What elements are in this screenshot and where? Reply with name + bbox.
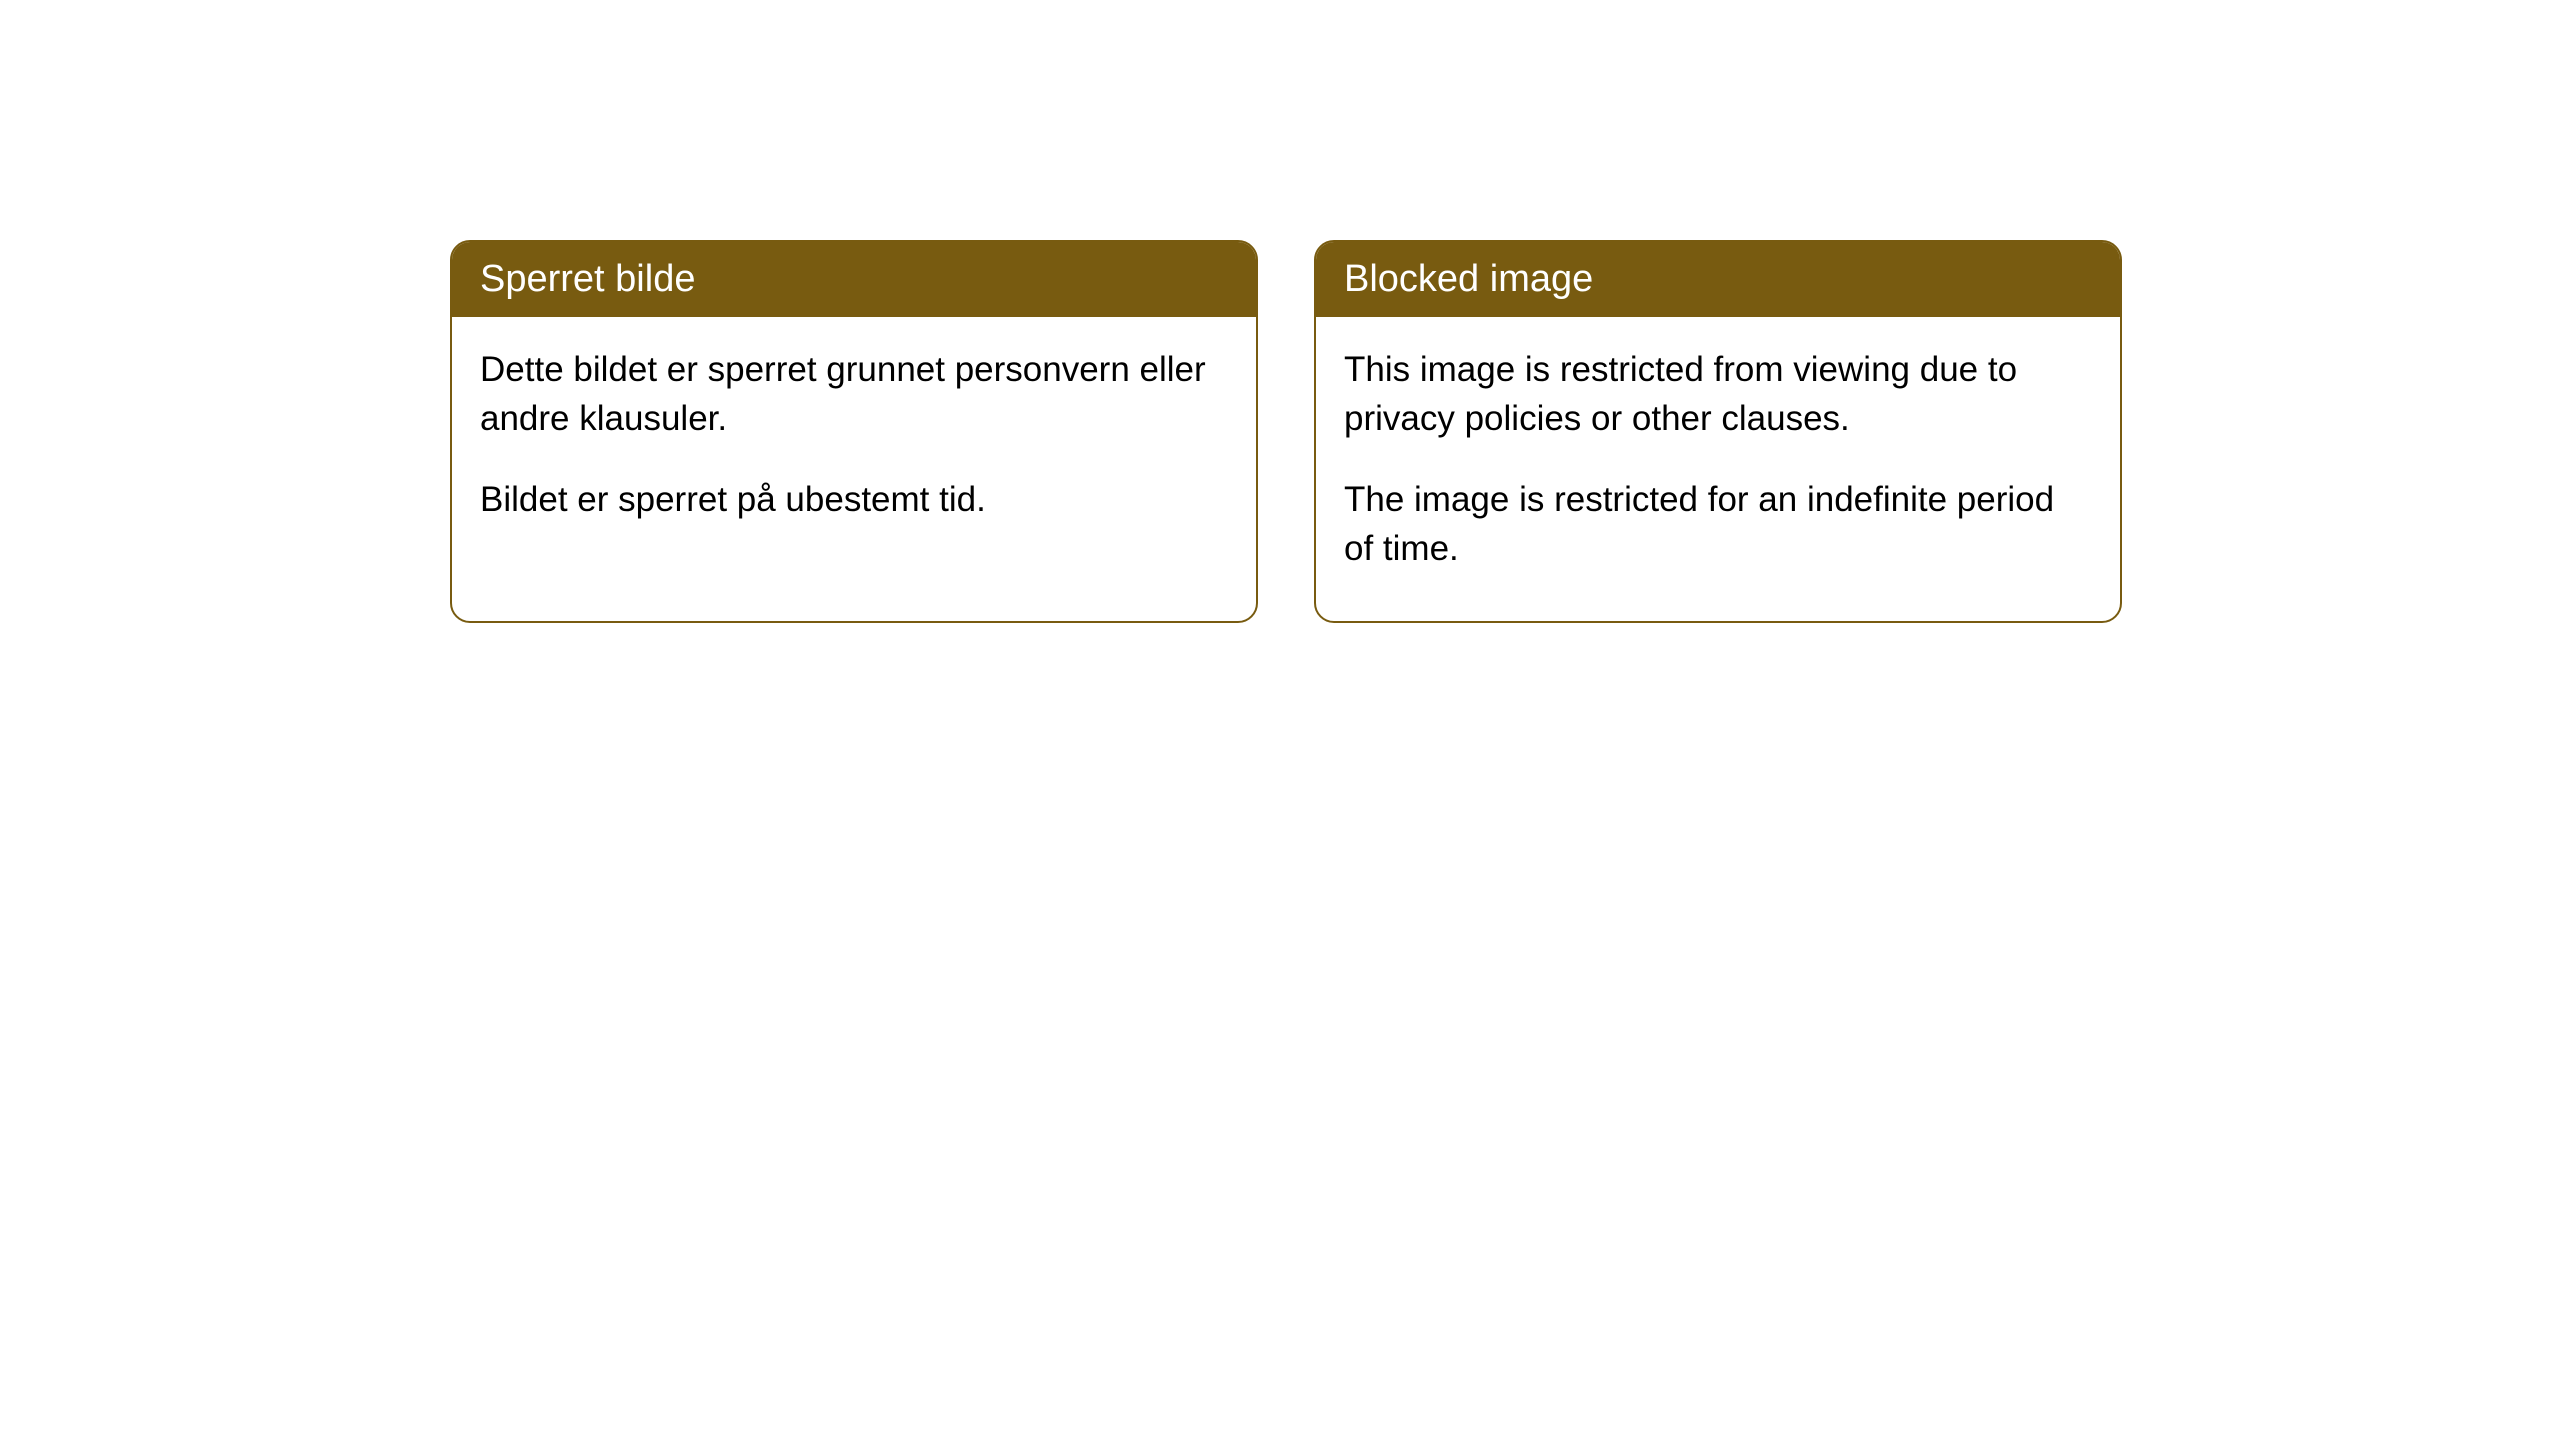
card-paragraph-2: Bildet er sperret på ubestemt tid.	[480, 475, 1228, 524]
card-body-norwegian: Dette bildet er sperret grunnet personve…	[452, 317, 1256, 572]
notice-card-english: Blocked image This image is restricted f…	[1314, 240, 2122, 623]
notice-cards-container: Sperret bilde Dette bildet er sperret gr…	[450, 240, 2122, 623]
card-header-norwegian: Sperret bilde	[452, 242, 1256, 317]
card-paragraph-2: The image is restricted for an indefinit…	[1344, 475, 2092, 573]
card-header-english: Blocked image	[1316, 242, 2120, 317]
card-paragraph-1: This image is restricted from viewing du…	[1344, 345, 2092, 443]
card-title: Blocked image	[1344, 258, 1593, 300]
card-body-english: This image is restricted from viewing du…	[1316, 317, 2120, 621]
card-paragraph-1: Dette bildet er sperret grunnet personve…	[480, 345, 1228, 443]
card-title: Sperret bilde	[480, 258, 695, 300]
notice-card-norwegian: Sperret bilde Dette bildet er sperret gr…	[450, 240, 1258, 623]
